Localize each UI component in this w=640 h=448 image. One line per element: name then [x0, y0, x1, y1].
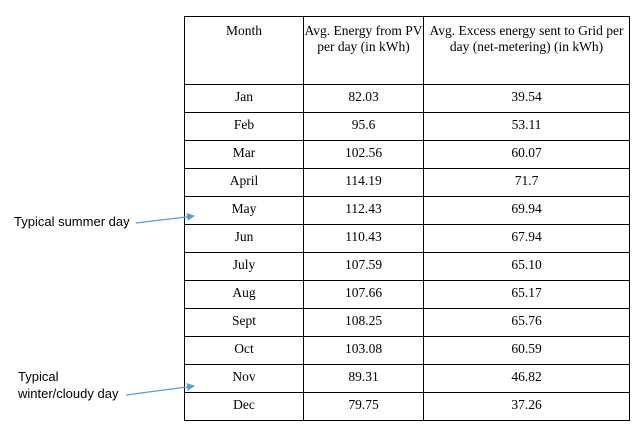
energy-table: Month Avg. Energy from PV per day (in kW… [184, 16, 630, 421]
cell-excess: 53.11 [423, 112, 630, 141]
cell-excess: 46.82 [423, 364, 630, 393]
cell-pv: 114.19 [303, 168, 424, 197]
cell-pv: 79.75 [303, 392, 424, 421]
table-row: Jun 110.43 67.94 [184, 224, 630, 253]
cell-pv: 95.6 [303, 112, 424, 141]
energy-table-container: Month Avg. Energy from PV per day (in kW… [184, 16, 630, 421]
cell-excess: 37.26 [423, 392, 630, 421]
cell-excess: 65.76 [423, 308, 630, 337]
cell-month: Dec [184, 392, 304, 421]
typical-winter-day-label: Typical winter/cloudy day [18, 368, 118, 402]
cell-pv: 107.59 [303, 252, 424, 281]
table-row: Dec 79.75 37.26 [184, 392, 630, 421]
header-avg-pv-energy: Avg. Energy from PV per day (in kWh) [303, 16, 424, 85]
table-row: Oct 103.08 60.59 [184, 336, 630, 365]
cell-month: Nov [184, 364, 304, 393]
cell-month: Oct [184, 336, 304, 365]
cell-pv: 112.43 [303, 196, 424, 225]
winter-label-line-2: winter/cloudy day [18, 386, 119, 401]
cell-pv: 102.56 [303, 140, 424, 169]
cell-excess: 67.94 [423, 224, 630, 253]
summer-label-text: Typical summer day [14, 214, 130, 229]
header-month: Month [184, 16, 304, 85]
cell-month: Sept [184, 308, 304, 337]
cell-pv: 108.25 [303, 308, 424, 337]
cell-excess: 65.10 [423, 252, 630, 281]
cell-month: Jan [184, 84, 304, 113]
winter-label-line-1: Typical [18, 369, 59, 384]
table-row: July 107.59 65.10 [184, 252, 630, 281]
table-row: April 114.19 71.7 [184, 168, 630, 197]
table-row: Nov 89.31 46.82 [184, 364, 630, 393]
cell-month: Jun [184, 224, 304, 253]
cell-excess: 69.94 [423, 196, 630, 225]
cell-excess: 60.07 [423, 140, 630, 169]
cell-excess: 60.59 [423, 336, 630, 365]
cell-month: April [184, 168, 304, 197]
cell-excess: 65.17 [423, 280, 630, 309]
cell-month: May [184, 196, 304, 225]
cell-excess: 71.7 [423, 168, 630, 197]
cell-pv: 110.43 [303, 224, 424, 253]
cell-excess: 39.54 [423, 84, 630, 113]
cell-pv: 103.08 [303, 336, 424, 365]
cell-month: Mar [184, 140, 304, 169]
cell-pv: 82.03 [303, 84, 424, 113]
cell-month: Feb [184, 112, 304, 141]
table-row: Feb 95.6 53.11 [184, 112, 630, 141]
table-row: Aug 107.66 65.17 [184, 280, 630, 309]
table-row: Mar 102.56 60.07 [184, 140, 630, 169]
header-row: Month Avg. Energy from PV per day (in kW… [184, 16, 630, 85]
table-row: May 112.43 69.94 [184, 196, 630, 225]
table-row: Sept 108.25 65.76 [184, 308, 630, 337]
table-row: Jan 82.03 39.54 [184, 84, 630, 113]
cell-month: July [184, 252, 304, 281]
cell-pv: 89.31 [303, 364, 424, 393]
typical-summer-day-label: Typical summer day [14, 213, 130, 230]
cell-pv: 107.66 [303, 280, 424, 309]
cell-month: Aug [184, 280, 304, 309]
header-avg-excess-energy: Avg. Excess energy sent to Grid per day … [423, 16, 630, 85]
